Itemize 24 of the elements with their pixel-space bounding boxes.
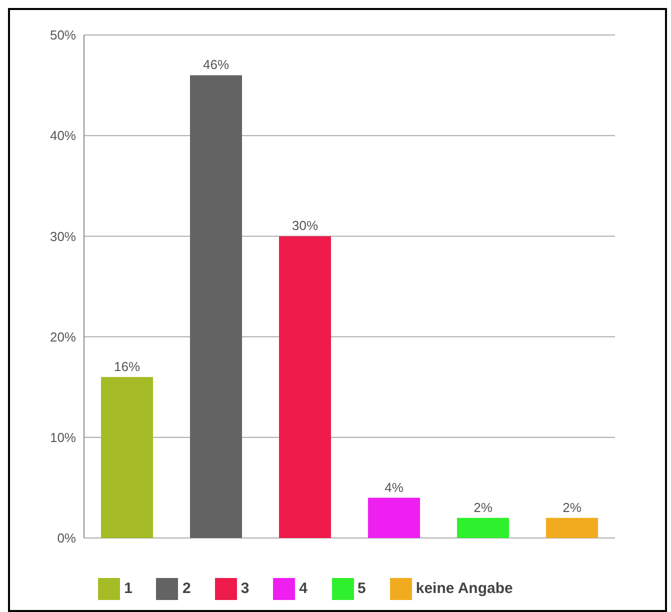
y-tick-label: 10%	[50, 430, 76, 446]
y-tick-label: 30%	[50, 228, 76, 244]
bar	[101, 377, 153, 538]
data-label: 30%	[292, 218, 318, 234]
data-label: 2%	[474, 500, 493, 515]
legend-label: 5	[358, 580, 366, 597]
bar	[190, 75, 242, 538]
y-tick-label: 50%	[50, 28, 76, 43]
y-tick-label: 20%	[50, 329, 76, 344]
bar	[546, 518, 598, 538]
data-label: 46%	[202, 57, 230, 72]
data-label: 16%	[114, 359, 140, 374]
data-label: 2%	[562, 500, 582, 515]
y-tick-label: 40%	[50, 128, 76, 144]
legend-label: 3	[240, 580, 250, 597]
data-label: 4%	[384, 480, 404, 495]
y-tick-label: 0%	[57, 530, 76, 546]
legend-label: 1	[124, 580, 132, 597]
bar	[368, 498, 420, 538]
legend-label: 2	[182, 580, 191, 597]
legend-label: keine Angabe	[416, 580, 513, 597]
legend-label: 4	[299, 580, 308, 597]
bar	[279, 236, 331, 538]
bar	[457, 518, 509, 538]
